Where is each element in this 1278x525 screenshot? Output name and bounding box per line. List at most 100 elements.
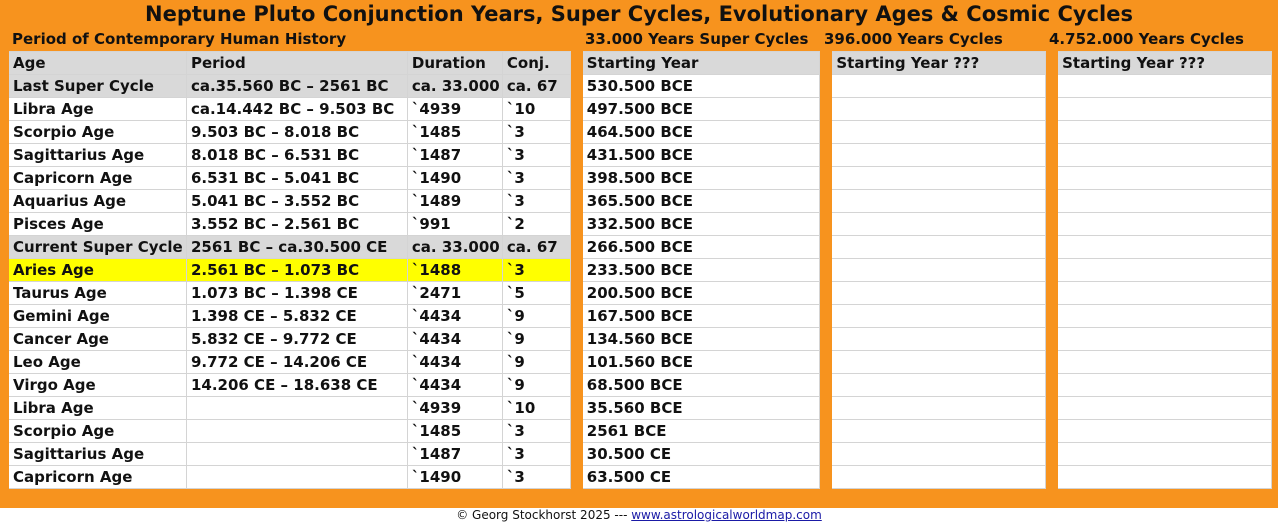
starting-year-cell: 101.560 BCE — [581, 350, 821, 374]
table-row: Cancer Age 5.832 CE – 9.772 CE `4434 `9 134.… — [0, 327, 1278, 351]
copyright-text: © Georg Stockhorst 2025 --- — [456, 508, 628, 522]
column-header-starting-year-4752000: Starting Year ??? — [1057, 51, 1272, 75]
period-cell: 5.832 CE – 9.772 CE — [185, 327, 408, 351]
table-row: Gemini Age 1.398 CE – 5.832 CE `4434 `9 167.… — [0, 304, 1278, 328]
starting-year-cell: 30.500 CE — [581, 442, 821, 466]
period-cell: 2561 BC – ca.30.500 CE — [185, 235, 408, 259]
table-row: Sagittarius Age `1487 `3 30.500 CE — [0, 442, 1278, 466]
table-row: Leo Age 9.772 CE – 14.206 CE `4434 `9 101.56… — [0, 350, 1278, 374]
conj-cell: `5 — [501, 281, 571, 305]
conj-cell: `3 — [501, 442, 571, 466]
period-cell: ca.35.560 BC – 2561 BC — [185, 74, 408, 98]
conj-cell: `9 — [501, 350, 571, 374]
age-cell: Scorpio Age — [7, 419, 187, 443]
table-row: Sagittarius Age 8.018 BC – 6.531 BC `1487 `… — [0, 143, 1278, 167]
period-cell: 1.398 CE – 5.832 CE — [185, 304, 408, 328]
cycle-4752000-cell — [1057, 281, 1272, 305]
group-header-396000-cycles: 396.000 Years Cycles — [824, 30, 1003, 48]
cycle-396000-cell — [831, 304, 1047, 328]
conj-cell: `10 — [501, 396, 571, 420]
conj-cell: `3 — [501, 465, 571, 489]
period-cell — [185, 465, 408, 489]
age-cell: Capricorn Age — [7, 465, 187, 489]
cycle-396000-cell — [831, 465, 1047, 489]
cycle-4752000-cell — [1057, 258, 1272, 282]
period-cell: 8.018 BC – 6.531 BC — [185, 143, 408, 167]
age-cell: Pisces Age — [7, 212, 187, 236]
starting-year-cell: 398.500 BCE — [581, 166, 821, 190]
conj-cell: `3 — [501, 258, 571, 282]
table-row: Aries Age 2.561 BC – 1.073 BC `1488 `3 233.5… — [0, 258, 1278, 282]
column-header-age: Age — [7, 51, 187, 75]
starting-year-cell: 35.560 BCE — [581, 396, 821, 420]
bottom-band — [0, 494, 1278, 508]
starting-year-cell: 431.500 BCE — [581, 143, 821, 167]
cycle-4752000-cell — [1057, 143, 1272, 167]
cycle-4752000-cell — [1057, 74, 1272, 98]
cycle-4752000-cell — [1057, 189, 1272, 213]
age-cell: Libra Age — [7, 97, 187, 121]
cycle-4752000-cell — [1057, 212, 1272, 236]
conj-cell: `2 — [501, 212, 571, 236]
duration-cell: `4939 — [406, 97, 503, 121]
duration-cell: `1487 — [406, 143, 503, 167]
age-cell: Aries Age — [7, 258, 187, 282]
cycle-4752000-cell — [1057, 396, 1272, 420]
cycle-4752000-cell — [1057, 442, 1272, 466]
conj-cell: `10 — [501, 97, 571, 121]
cycle-4752000-cell — [1057, 120, 1272, 144]
table-row: Aquarius Age 5.041 BC – 3.552 BC `1489 `3 36… — [0, 189, 1278, 213]
column-header-starting-year-396000: Starting Year ??? — [831, 51, 1047, 75]
age-cell: Leo Age — [7, 350, 187, 374]
duration-cell: `1488 — [406, 258, 503, 282]
duration-cell: `2471 — [406, 281, 503, 305]
starting-year-cell: 134.560 BCE — [581, 327, 821, 351]
duration-cell: `1485 — [406, 120, 503, 144]
age-cell: Cancer Age — [7, 327, 187, 351]
footer: © Georg Stockhorst 2025 --- www.astrolog… — [0, 506, 1278, 525]
column-header-row: Age Period Duration Conj. Starting Year … — [0, 51, 1278, 75]
cycle-4752000-cell — [1057, 465, 1272, 489]
cycle-396000-cell — [831, 258, 1047, 282]
conj-cell: `9 — [501, 373, 571, 397]
column-header-starting-year-super: Starting Year — [581, 51, 821, 75]
cycle-396000-cell — [831, 143, 1047, 167]
period-cell: 6.531 BC – 5.041 BC — [185, 166, 408, 190]
period-cell: 2.561 BC – 1.073 BC — [185, 258, 408, 282]
cycle-396000-cell — [831, 327, 1047, 351]
duration-cell: `1487 — [406, 442, 503, 466]
cycle-4752000-cell — [1057, 350, 1272, 374]
duration-cell: `991 — [406, 212, 503, 236]
period-cell — [185, 442, 408, 466]
duration-cell: `1490 — [406, 465, 503, 489]
period-cell: 9.772 CE – 14.206 CE — [185, 350, 408, 374]
cycle-4752000-cell — [1057, 166, 1272, 190]
website-link[interactable]: www.astrologicalworldmap.com — [631, 508, 822, 522]
conj-cell: `3 — [501, 166, 571, 190]
table-row: Last Super Cycle ca.35.560 BC – 2561 BC ca… — [0, 74, 1278, 98]
table-row: Libra Age `4939 `10 35.560 BCE — [0, 396, 1278, 420]
starting-year-cell: 233.500 BCE — [581, 258, 821, 282]
cycle-396000-cell — [831, 373, 1047, 397]
table-row: Virgo Age 14.206 CE – 18.638 CE `4434 `9 68.… — [0, 373, 1278, 397]
conj-cell: `3 — [501, 143, 571, 167]
column-header-duration: Duration — [406, 51, 503, 75]
group-header-4752000-cycles: 4.752.000 Years Cycles — [1049, 30, 1244, 48]
age-cell: Sagittarius Age — [7, 442, 187, 466]
cycle-396000-cell — [831, 442, 1047, 466]
starting-year-cell: 464.500 BCE — [581, 120, 821, 144]
cycle-396000-cell — [831, 281, 1047, 305]
conj-cell: `9 — [501, 327, 571, 351]
period-cell: 3.552 BC – 2.561 BC — [185, 212, 408, 236]
column-header-period: Period — [185, 51, 408, 75]
page-title: Neptune Pluto Conjunction Years, Super C… — [145, 2, 1133, 26]
conj-cell: ca. 67 — [501, 74, 571, 98]
table-row: Taurus Age 1.073 BC – 1.398 CE `2471 `5 200.… — [0, 281, 1278, 305]
starting-year-cell: 266.500 BCE — [581, 235, 821, 259]
period-cell: 9.503 BC – 8.018 BC — [185, 120, 408, 144]
age-cell: Libra Age — [7, 396, 187, 420]
period-cell — [185, 419, 408, 443]
cycle-396000-cell — [831, 97, 1047, 121]
conj-cell: `3 — [501, 189, 571, 213]
table-row: Libra Age ca.14.442 BC – 9.503 BC `4939 `10… — [0, 97, 1278, 121]
